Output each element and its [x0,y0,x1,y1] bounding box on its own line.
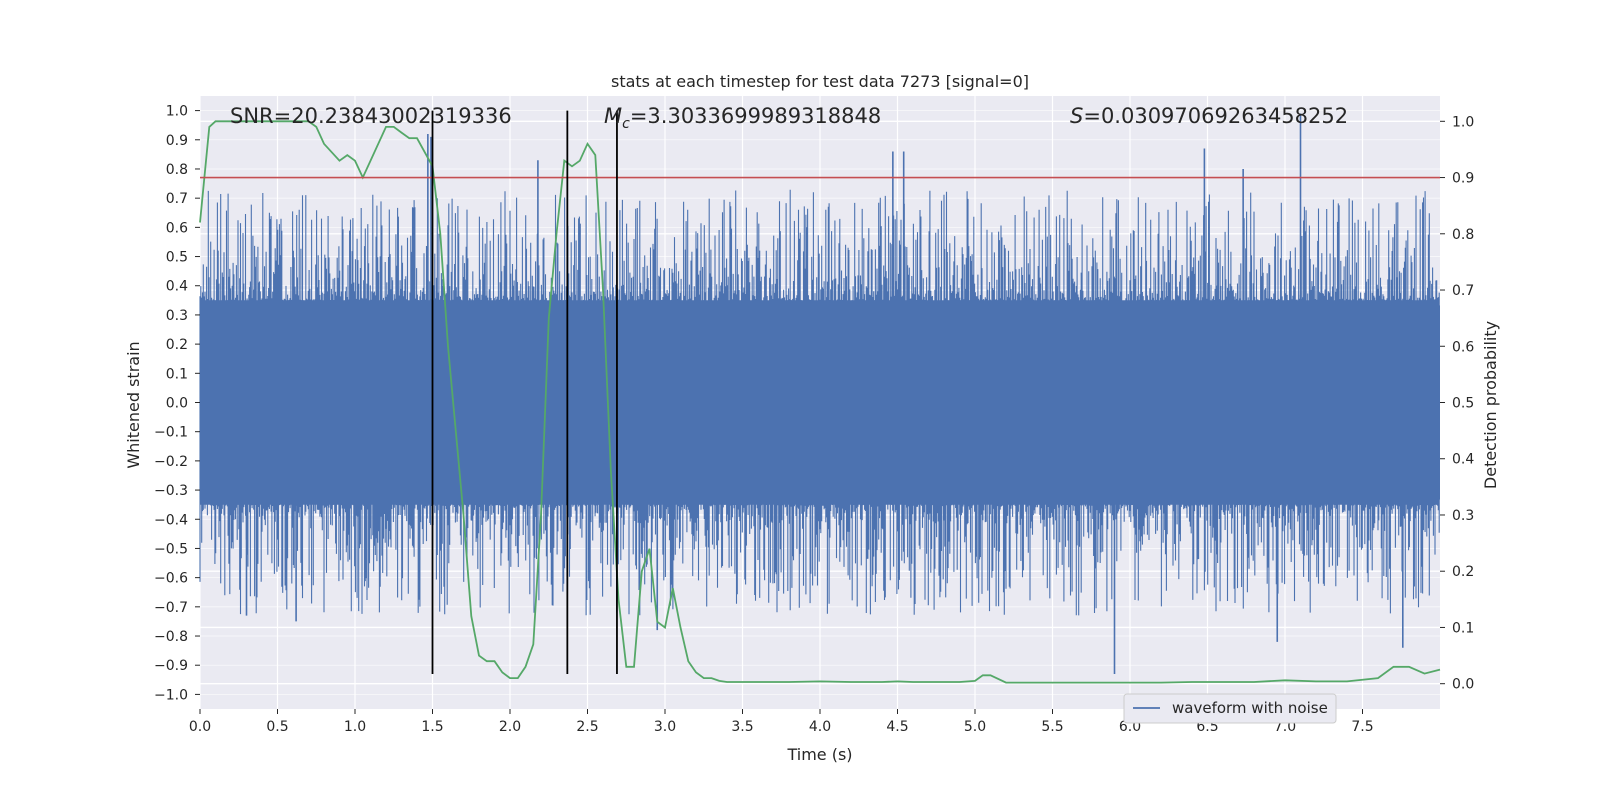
y-axis-ticks: 1.0 0.9 0.8 0.7 0.6 0.5 0.4 0.3 0.2 0.1 0.0 −0.1 −0.… [154,104,200,703]
y2-tick-label: 0.6 [1452,339,1474,355]
y-tick-label: −0.9 [154,658,188,674]
y-tick-label: −0.6 [154,571,188,587]
y-tick-label: 0.9 [166,133,188,149]
x-tick-label: 4.0 [809,719,831,735]
y-tick-label: 0.4 [166,279,188,295]
y-tick-label: 0.6 [166,220,188,236]
x-tick-label: 3.5 [731,719,753,735]
vertical-markers [431,110,618,674]
legend-label: waveform with noise [1172,699,1328,717]
y-tick-label: 0.0 [166,396,188,412]
y-tick-label: −0.8 [154,629,188,645]
x-tick-label: 0.0 [189,719,211,735]
y2-tick-label: 0.4 [1452,452,1474,468]
x-tick-label: 3.0 [654,719,676,735]
y-tick-label: −1.0 [154,687,188,703]
x-tick-label: 0.5 [266,719,288,735]
y-tick-label: −0.3 [154,483,188,499]
snr-annotation: SNR=20.23843002319336 [230,104,512,128]
y2-tick-label: 0.1 [1452,620,1474,636]
mc-annotation: Mc=3.3033699989318848 [604,104,881,132]
y2-axis-ticks: 1.0 0.9 0.8 0.7 0.6 0.5 0.4 0.3 0.2 0.1 0.0 [1440,114,1474,693]
y2-tick-label: 0.9 [1452,171,1474,187]
y-tick-label: 0.2 [166,337,188,353]
x-tick-label: 1.0 [344,719,366,735]
y-tick-label: −0.7 [154,600,188,616]
y-tick-label: 0.7 [166,191,188,207]
y-tick-label: 0.3 [166,308,188,324]
s-value: =0.03097069263458252 [1083,104,1348,128]
mc-symbol: M [604,104,622,128]
y-tick-label: 1.0 [166,104,188,120]
x-tick-label: 5.5 [1041,719,1063,735]
mc-subscript: c [622,116,630,132]
x-axis-title: Time (s) [786,745,852,764]
y2-tick-label: 0.0 [1452,677,1474,693]
s-annotation: S=0.03097069263458252 [1070,104,1348,128]
probability-series [199,120,1441,684]
legend-box [1123,693,1337,724]
y2-tick-label: 0.2 [1452,564,1474,580]
legend: waveform with noise [1123,693,1337,724]
x-tick-label: 2.0 [499,719,521,735]
y-tick-label: −0.4 [154,512,188,528]
y-tick-label: −0.2 [154,454,188,470]
y-tick-label: 0.1 [166,366,188,382]
y2-tick-label: 1.0 [1452,114,1474,130]
waveform-spikes [199,189,1440,616]
y2-axis-title: Detection probability [1481,321,1500,489]
y-tick-label: 0.5 [166,250,188,266]
chart-title: stats at each timestep for test data 727… [611,72,1029,91]
y2-tick-label: 0.7 [1452,283,1474,299]
x-tick-label: 7.5 [1351,719,1373,735]
x-tick-label: 1.5 [421,719,443,735]
x-tick-label: 2.5 [576,719,598,735]
y-tick-label: 0.8 [166,162,188,178]
x-tick-label: 4.5 [886,719,908,735]
waveform-series [199,113,1440,674]
y-tick-label: −0.5 [154,541,188,557]
y2-tick-label: 0.8 [1452,227,1474,243]
y-tick-label: −0.1 [154,425,188,441]
y2-tick-label: 0.5 [1452,396,1474,412]
probability-line [199,120,1441,684]
y2-tick-label: 0.3 [1452,508,1474,524]
s-symbol: S [1070,104,1083,128]
mc-value: =3.3033699989318848 [630,104,881,128]
y-axis-title: Whitened strain [124,341,143,468]
x-axis-ticks: 0.0 0.5 1.0 1.5 2.0 2.5 3.0 3.5 4.0 4.5 5.0 5.5 6.0 6… [189,709,1374,735]
x-tick-label: 5.0 [964,719,986,735]
